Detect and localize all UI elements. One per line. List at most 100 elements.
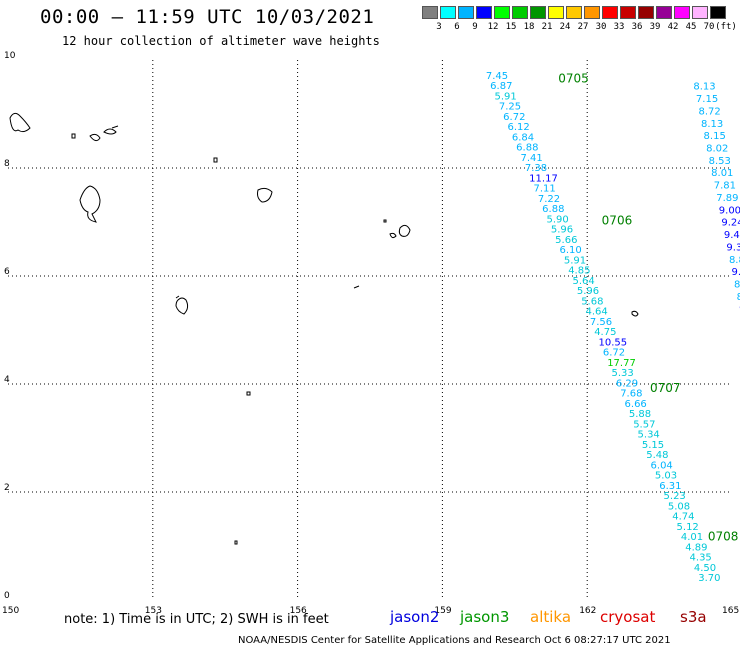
colorbar-label: 36 xyxy=(631,22,643,32)
colorbar-label: 24 xyxy=(559,22,571,32)
colorbar-label: 15 xyxy=(505,22,517,32)
colorbar-label: 42 xyxy=(667,22,679,32)
wave-height-value: 9.2 xyxy=(731,267,740,278)
wave-height-value: 10.55 xyxy=(599,337,628,348)
map-grid xyxy=(8,60,732,600)
pass-time-labels: 0705 0706 0707 0708 xyxy=(558,72,738,544)
wave-height-value: 5.66 xyxy=(555,235,577,246)
wave-height-value: 6.10 xyxy=(560,245,582,256)
wave-height-value: 5.64 xyxy=(573,276,595,287)
wave-height-value: 4.89 xyxy=(685,542,707,553)
map-subtitle: 12 hour collection of altimeter wave hei… xyxy=(62,34,380,48)
wave-height-value: 8. xyxy=(734,280,740,291)
colorbar-label: 30 xyxy=(595,22,607,32)
colorbar-label: 33 xyxy=(613,22,625,32)
wave-height-value: 4.85 xyxy=(568,266,590,277)
colorbar-label: 27 xyxy=(577,22,589,32)
wave-height-value: 5.91 xyxy=(495,91,517,102)
latitude-tick-label: 0 xyxy=(4,591,10,601)
colorbar-swatch xyxy=(458,6,474,19)
wave-height-value: 6.29 xyxy=(616,378,638,389)
wave-height-value: 7.56 xyxy=(590,317,612,328)
wave-height-value: 4.01 xyxy=(681,532,703,543)
satellite-track-right: 8.137.158.728.138.158.028.538.017.817.89… xyxy=(693,82,740,316)
axis-tick-labels: 150 153 156 159 162 165 0 2 4 6 8 10 xyxy=(2,51,739,616)
colorbar-label: 9 xyxy=(472,22,478,32)
wave-height-value: 5.23 xyxy=(664,491,686,502)
wave-height-value: 5.03 xyxy=(655,471,677,482)
colorbar-swatch xyxy=(710,6,726,19)
wave-height-value: 9.00 xyxy=(719,205,740,216)
wave-height-value: 4.35 xyxy=(690,553,712,564)
legend-entry: jason2 xyxy=(390,608,440,626)
map-footer: NOAA/NESDIS Center for Satellite Applica… xyxy=(238,635,671,646)
colorbar-swatch xyxy=(656,6,672,19)
wave-height-value: 7.41 xyxy=(521,153,543,164)
wave-height-value: 3.70 xyxy=(698,573,720,584)
wave-height-value: 11.17 xyxy=(529,173,558,184)
island-shape xyxy=(353,285,360,289)
colorbar-swatch xyxy=(440,6,456,19)
wave-height-value: 8.02 xyxy=(706,144,728,155)
wave-height-value: 4.64 xyxy=(586,307,608,318)
wave-height-value: 7.22 xyxy=(538,194,560,205)
latitude-tick-label: 4 xyxy=(4,375,10,385)
wave-height-value: 7.68 xyxy=(620,389,642,400)
wave-height-value: 5.33 xyxy=(612,368,634,379)
wave-height-value: 7.15 xyxy=(696,94,718,105)
wave-height-value: 5.48 xyxy=(646,450,668,461)
wave-height-value: 5.88 xyxy=(629,409,651,420)
legend-entry: altika xyxy=(530,608,572,626)
wave-height-value: 9.24 xyxy=(721,218,740,229)
wave-height-value: 8.72 xyxy=(698,106,720,117)
wave-height-value: 5.96 xyxy=(577,286,599,297)
wave-height-value: 6.72 xyxy=(503,112,525,123)
colorbar-swatch xyxy=(512,6,528,19)
wave-height-value: 9.47 xyxy=(724,230,740,241)
legend-entry: s3a xyxy=(680,608,707,626)
colorbar-label: 70 xyxy=(703,22,715,32)
island-shape xyxy=(631,310,639,317)
colorbar-label: 21 xyxy=(541,22,553,32)
wave-height-value: 4.75 xyxy=(594,327,616,338)
colorbar-label: 45 xyxy=(685,22,697,32)
wave-height-value: 5.12 xyxy=(677,522,699,533)
wave-height-value: 4.74 xyxy=(672,512,694,523)
island-shape xyxy=(9,112,31,133)
wave-height-value: 6.04 xyxy=(651,460,673,471)
island-shape xyxy=(213,157,218,163)
latitude-tick-label: 8 xyxy=(4,159,10,169)
wave-height-value: 6.72 xyxy=(603,348,625,359)
wave-height-value: 9.39 xyxy=(726,242,740,253)
wave-height-value: 5.57 xyxy=(633,419,655,430)
colorbar-label: 18 xyxy=(523,22,535,32)
wave-height-value: 6.88 xyxy=(516,143,538,154)
colorbar-swatch xyxy=(674,6,690,19)
island-shape xyxy=(389,224,411,239)
island-shape xyxy=(246,391,251,396)
wave-height-value: 8.15 xyxy=(704,131,726,142)
wave-height-value: 8.8 xyxy=(729,255,740,266)
wave-height-value: 7.11 xyxy=(534,184,556,195)
island-shape xyxy=(383,219,387,223)
wave-height-value: 17.77 xyxy=(607,358,636,369)
longitude-tick-label: 159 xyxy=(434,606,451,616)
island-shape xyxy=(257,187,273,203)
wave-height-value: 6.84 xyxy=(512,132,534,143)
longitude-tick-label: 156 xyxy=(290,606,307,616)
wave-height-value: 6.31 xyxy=(659,481,681,492)
colorbar-swatch xyxy=(494,6,510,19)
island-shape xyxy=(79,185,101,223)
pass-time-label: 0707 xyxy=(650,381,681,395)
island-shape xyxy=(103,125,119,135)
colorbar-label: 12 xyxy=(487,22,499,32)
colorbar-swatch xyxy=(584,6,600,19)
colorbar-swatch xyxy=(692,6,708,19)
island-shape xyxy=(71,133,76,139)
wave-height-value: 7.81 xyxy=(714,181,736,192)
wave-height-value: 6.87 xyxy=(490,81,512,92)
colorbar-swatch xyxy=(476,6,492,19)
longitude-tick-label: 162 xyxy=(579,606,596,616)
legend-entry: cryosat xyxy=(600,608,656,626)
island-outlines xyxy=(9,112,639,545)
